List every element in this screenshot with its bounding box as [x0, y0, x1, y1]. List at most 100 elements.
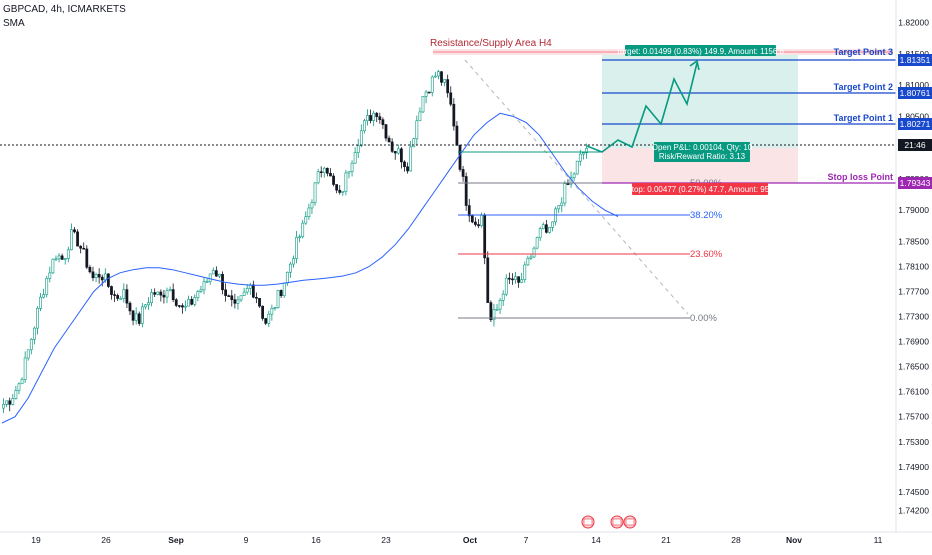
- candle-body: [332, 175, 335, 185]
- candle-body: [122, 289, 126, 299]
- profit-zone: [602, 50, 798, 148]
- candle-body: [17, 383, 21, 391]
- candle-body: [507, 277, 511, 280]
- candle-body: [128, 302, 132, 312]
- candle-body: [535, 237, 539, 249]
- stop-label: Stop loss Point: [827, 172, 893, 182]
- candle-body: [409, 146, 413, 172]
- candle-body: [79, 245, 83, 249]
- candle-body: [184, 305, 187, 308]
- candle-body: [538, 228, 542, 238]
- y-tick-label: 1.75700: [898, 412, 929, 422]
- candle-body: [214, 270, 218, 277]
- fib-label-0: 0.00%: [690, 313, 717, 324]
- candle-body: [344, 172, 348, 192]
- event-flag-icon[interactable]: [581, 515, 595, 529]
- candle-body: [42, 294, 46, 298]
- x-tick-label: 9: [244, 535, 249, 545]
- candle-body: [181, 305, 184, 308]
- stop-price: 1.79343: [900, 178, 931, 188]
- x-tick-label: 11: [874, 535, 883, 545]
- candle-body: [193, 297, 197, 305]
- candle-body: [91, 271, 95, 279]
- target-price-1: 1.80271: [900, 119, 931, 129]
- sma-line: [1, 112, 619, 424]
- event-flag-icon[interactable]: [623, 515, 637, 529]
- candle-body: [541, 224, 545, 229]
- time-axis[interactable]: 19 26 Sep 9 16 23 Oct 7 14 21 28 Nov 11: [31, 535, 882, 545]
- candle-body: [526, 257, 530, 266]
- candle-body: [57, 255, 61, 260]
- candle-body: [171, 289, 175, 301]
- candle-body: [437, 71, 440, 77]
- candle-body: [390, 141, 394, 152]
- candle-body: [446, 79, 450, 94]
- candle-body: [316, 171, 320, 184]
- y-tick-label: 1.80500: [898, 111, 929, 121]
- candle-body: [205, 281, 209, 283]
- candle-body: [107, 273, 110, 287]
- candle-body: [495, 308, 499, 311]
- candle-body: [470, 215, 474, 223]
- candle-body: [82, 247, 86, 250]
- candle-body: [137, 313, 141, 324]
- indicator-label[interactable]: SMA: [3, 18, 25, 29]
- candle-body: [424, 91, 428, 97]
- event-flag-icon[interactable]: [610, 515, 624, 529]
- position-badge: [654, 142, 750, 162]
- candle-body: [563, 183, 567, 204]
- y-tick-label: 1.74500: [898, 487, 929, 497]
- candle-body: [33, 327, 36, 340]
- projection-arrow: [586, 62, 698, 153]
- candle-body: [255, 296, 258, 299]
- candle-body: [261, 305, 264, 319]
- candle-body: [288, 263, 292, 273]
- y-tick-label: 1.75300: [898, 437, 929, 447]
- candle-body: [412, 138, 416, 148]
- candle-body: [224, 289, 227, 296]
- candle-body: [517, 276, 520, 283]
- candle-body: [467, 205, 471, 217]
- candle-body: [147, 302, 150, 306]
- chart-symbol-title[interactable]: GBPCAD, 4h, ICMARKETS: [3, 4, 126, 15]
- candle-body: [20, 379, 24, 385]
- candle-body: [548, 227, 551, 233]
- candle-body: [492, 309, 496, 321]
- candle-body: [156, 291, 160, 295]
- candle-body: [125, 289, 129, 304]
- candle-body: [119, 298, 123, 300]
- candle-body: [63, 258, 67, 260]
- candle-body: [103, 273, 107, 281]
- candle-body: [159, 291, 163, 296]
- y-tick-label: 1.81500: [898, 49, 929, 59]
- trend-line: [464, 59, 689, 315]
- candle-body: [187, 299, 190, 307]
- candle-body: [26, 349, 30, 359]
- y-tick-label: 1.76900: [898, 337, 929, 347]
- candle-body: [245, 288, 249, 293]
- candle-body: [51, 258, 55, 274]
- candle-body: [455, 125, 459, 146]
- candle-body: [310, 202, 314, 209]
- target-price-badge-3: [898, 54, 932, 66]
- x-tick-label: 26: [101, 535, 111, 545]
- candle-body: [144, 304, 147, 308]
- candle-body: [292, 258, 295, 265]
- candle-body: [45, 278, 49, 295]
- candle-body: [276, 290, 280, 308]
- candle-body: [270, 307, 274, 315]
- arrow-head: [689, 59, 700, 71]
- candle-body: [140, 306, 144, 324]
- candle-body: [242, 291, 246, 296]
- candle-body: [301, 222, 305, 238]
- candle-body: [236, 299, 240, 304]
- candle-body: [350, 162, 354, 172]
- candle-body: [199, 289, 203, 292]
- candle-body: [60, 255, 64, 260]
- stop-badge-text: Stop: 0.00477 (0.27%) 47.7, Amount: 950: [626, 185, 774, 194]
- candle-body: [153, 292, 157, 295]
- candle-body: [313, 182, 317, 203]
- target-label-3: Target Point 3: [834, 47, 893, 57]
- candle-body: [113, 294, 116, 296]
